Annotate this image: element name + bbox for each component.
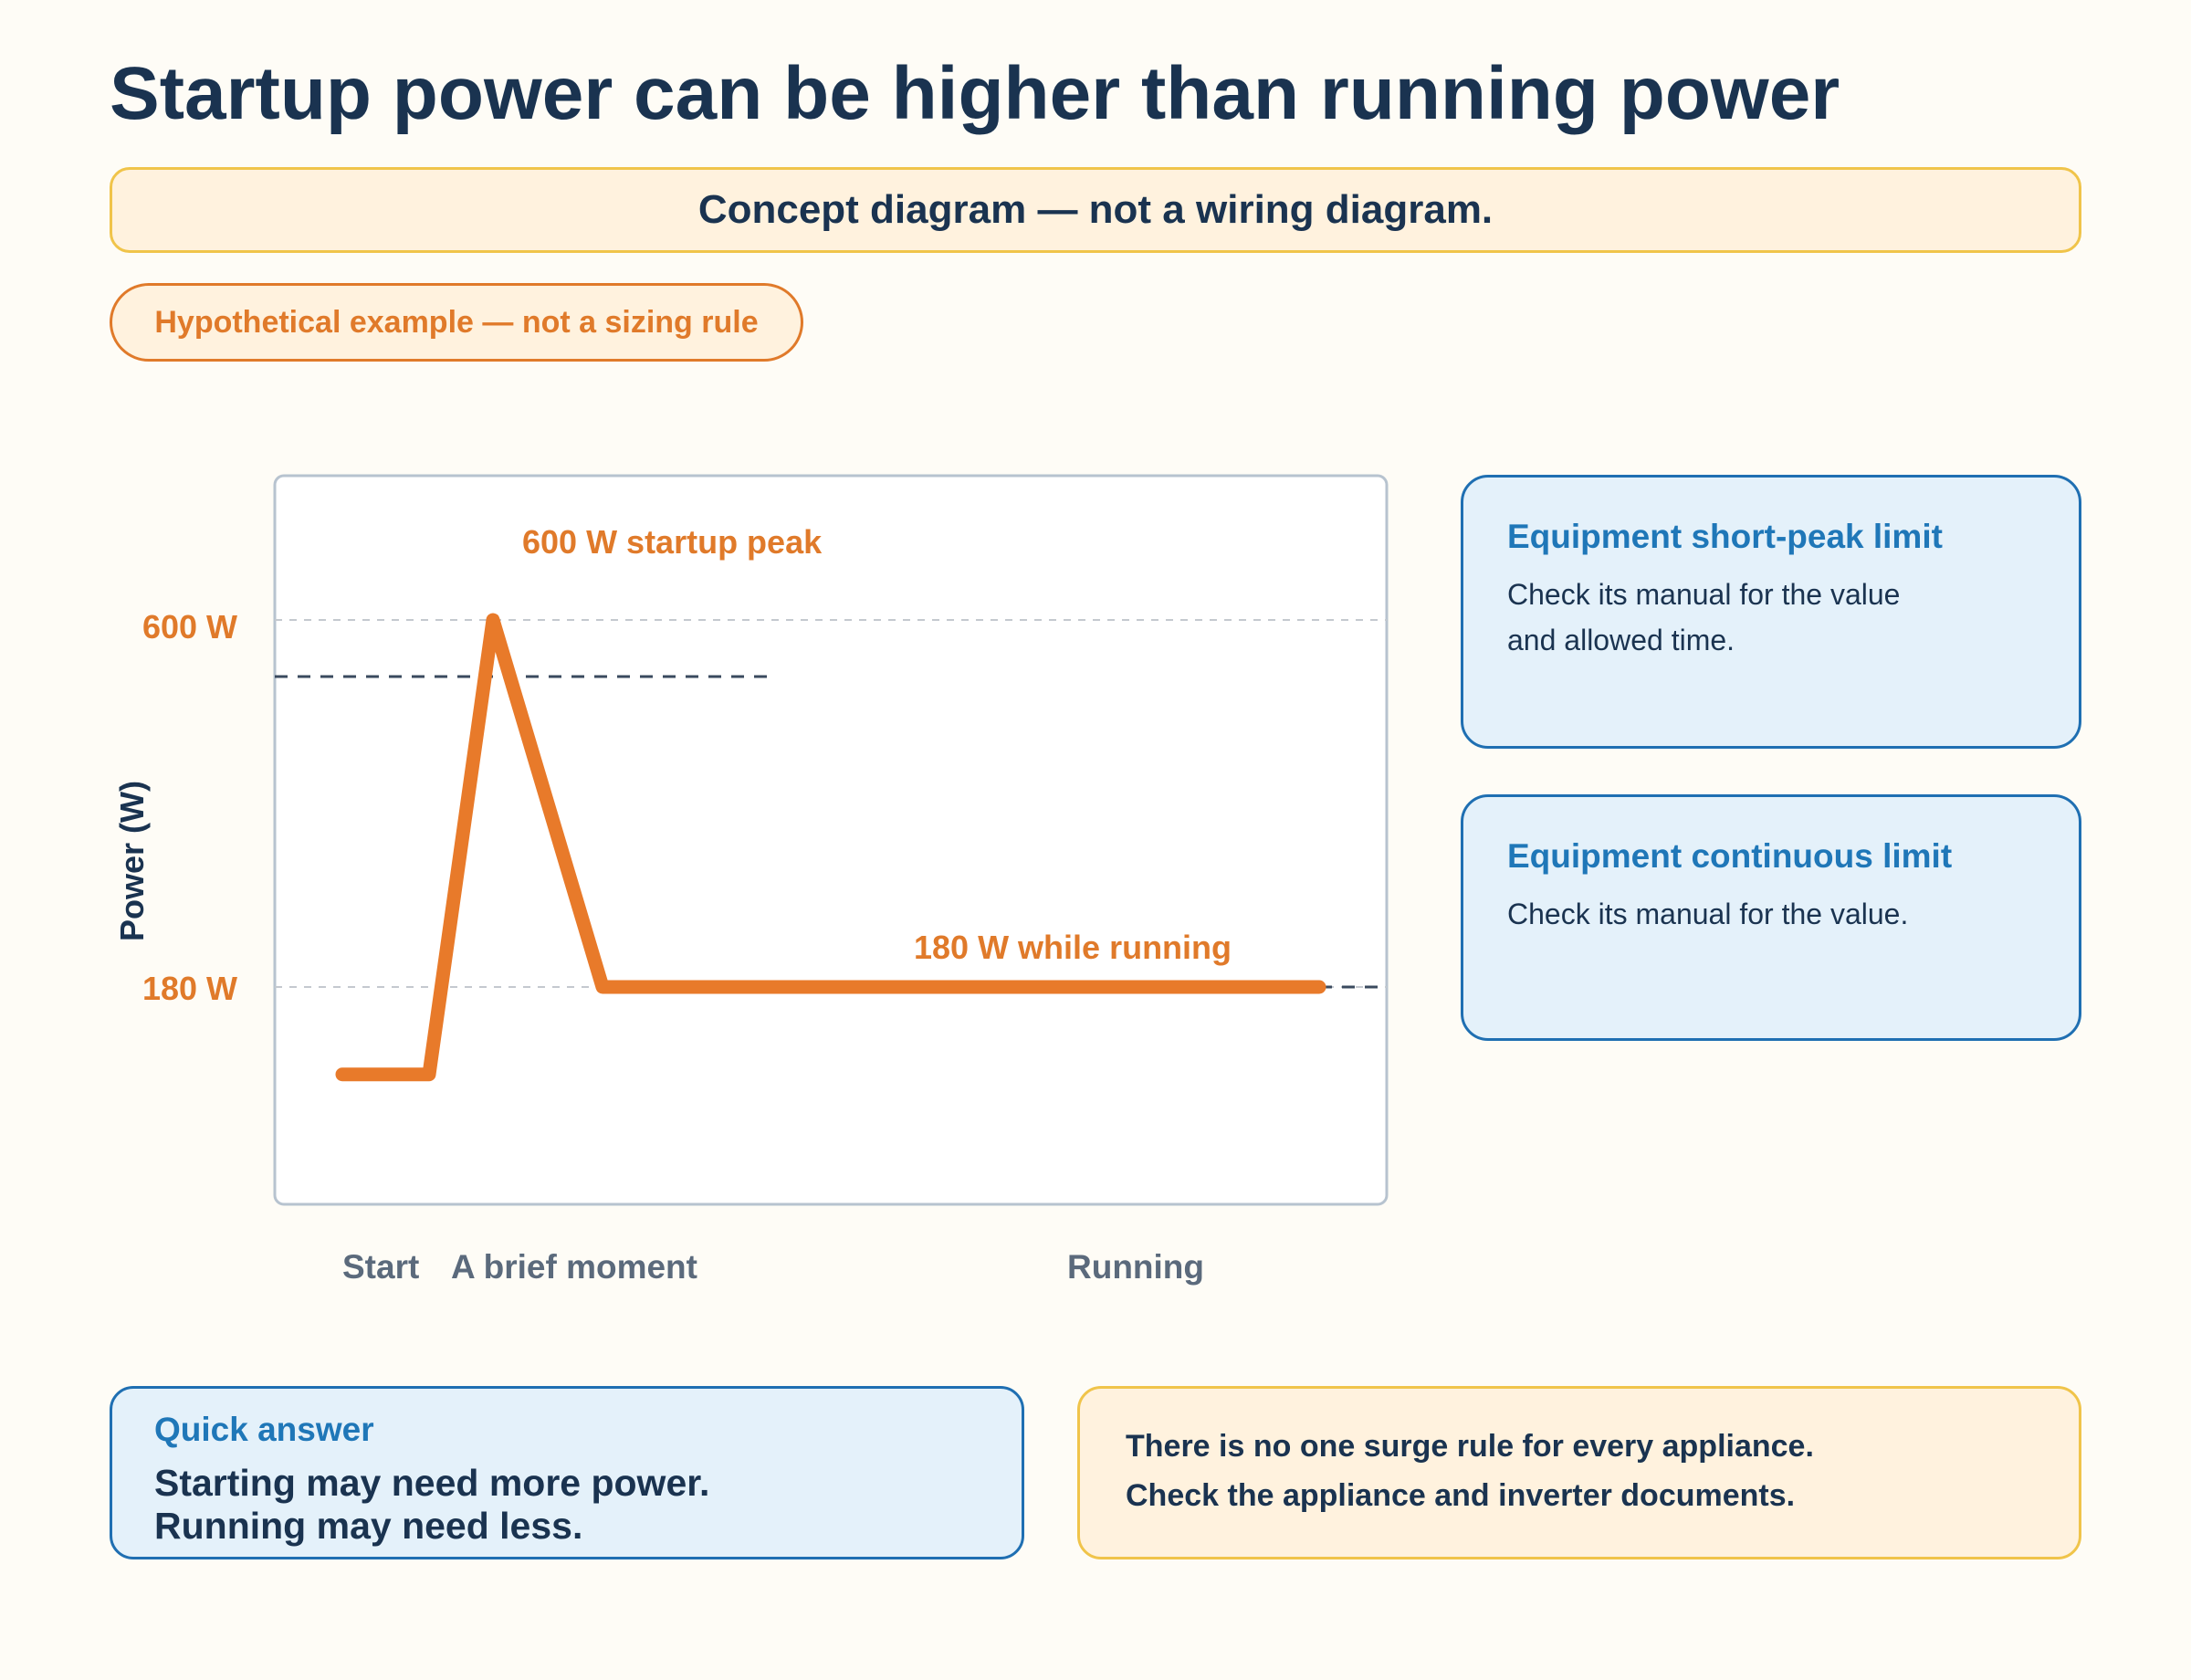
short-peak-limit-text: Check its manual for the value and allow…	[1507, 578, 1901, 656]
plot-frame	[273, 474, 1389, 1206]
continuous-limit-box: Equipment continuous limit Check its man…	[1461, 794, 2081, 1041]
page-title: Startup power can be higher than running…	[110, 52, 1840, 135]
quick-answer-line-1: Starting may need more power.	[154, 1462, 710, 1504]
caution-line-2: Check the appliance and inverter documen…	[1126, 1478, 1796, 1514]
running-annotation: 180 W while running	[914, 929, 1232, 966]
power-chart: 600 W 180 W Power (W) 600 W startup peak…	[113, 474, 1389, 1286]
hypothetical-badge: Hypothetical example — not a sizing rule	[110, 283, 803, 362]
caution-line-1: There is no one surge rule for every app…	[1126, 1429, 1814, 1464]
caution-box: There is no one surge rule for every app…	[1077, 1386, 2081, 1559]
x-label-running: Running	[1067, 1248, 1204, 1286]
x-label-start: Start	[342, 1248, 419, 1286]
x-label-brief-moment: A brief moment	[451, 1248, 697, 1286]
continuous-limit-text: Check its manual for the value.	[1507, 898, 1909, 930]
quick-answer-box: Quick answer Starting may need more powe…	[110, 1386, 1024, 1559]
peak-annotation: 600 W startup peak	[522, 523, 823, 561]
continuous-limit-title: Equipment continuous limit	[1507, 837, 1953, 875]
quick-answer-title: Quick answer	[154, 1411, 374, 1448]
power-series-line	[335, 613, 1326, 1082]
y-tick-180: 180 W	[142, 970, 237, 1007]
concept-notice: Concept diagram — not a wiring diagram.	[110, 167, 2081, 253]
y-tick-600: 600 W	[142, 608, 237, 646]
quick-answer-line-2: Running may need less.	[154, 1505, 583, 1548]
short-peak-limit-title: Equipment short-peak limit	[1507, 518, 1943, 555]
short-peak-limit-box: Equipment short-peak limit Check its man…	[1461, 475, 2081, 749]
y-axis-label: Power (W)	[113, 781, 151, 941]
